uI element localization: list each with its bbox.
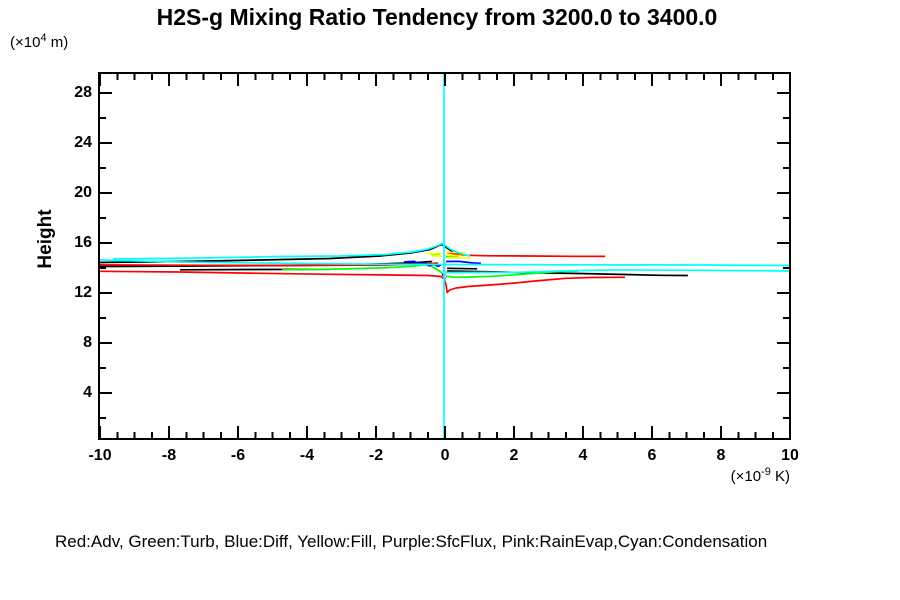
x-tick-label: 6 [647,447,657,464]
series-adv-lower [98,270,626,294]
y-tick-label: 24 [74,134,92,151]
x-unit-exponent: -9 [761,466,771,478]
y-tick-label: 16 [74,234,92,251]
series-condensation-peak [113,242,471,260]
x-tick-label: -10 [88,447,112,464]
y-tick-label: 20 [74,184,92,201]
color-legend: Red:Adv, Green:Turb, Blue:Diff, Yellow:F… [55,532,768,551]
y-unit-exponent: 4 [40,32,47,44]
x-axis-unit-label: (×10-9 K) [670,466,790,485]
y-tick-label: 4 [83,384,92,401]
series-condensation-level [98,259,791,267]
x-tick-label: 4 [578,447,588,464]
y-axis-unit-label: (×104 m) [10,32,68,51]
y-unit-suffix: m) [46,34,69,51]
x-unit-prefix: (×10 [730,468,762,485]
series-black-right-short [447,267,478,270]
series-condensation-right-lower [446,269,791,274]
x-tick-label: -6 [230,447,246,464]
x-tick-label: 0 [440,447,450,464]
y-tick-label: 12 [74,284,92,301]
y-tick-label: 28 [74,84,92,101]
y-tick-label: 8 [83,334,92,351]
x-tick-label: 10 [781,447,799,464]
x-unit-suffix: K) [770,468,790,485]
series-diff-right [446,260,481,265]
y-unit-prefix: (×10 [10,34,41,51]
x-tick-label: -8 [161,447,177,464]
x-tick-label: -4 [299,447,315,464]
series-adv-right-upper [446,251,606,258]
x-tick-label: 8 [716,447,726,464]
x-tick-label: 2 [509,447,519,464]
x-tick-label: -2 [368,447,384,464]
chart-title: H2S-g Mixing Ratio Tendency from 3200.0 … [156,4,718,30]
